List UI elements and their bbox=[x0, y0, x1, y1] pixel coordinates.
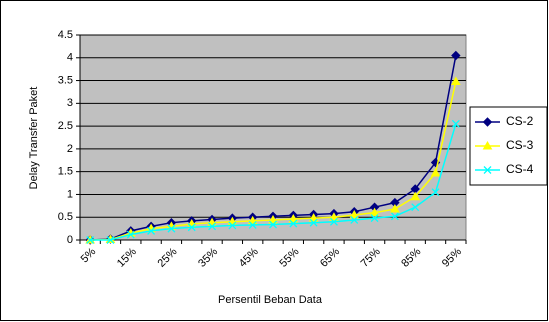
marker bbox=[350, 215, 359, 224]
marker bbox=[482, 140, 493, 150]
marker bbox=[269, 220, 277, 229]
legend-label: CS-3 bbox=[506, 138, 534, 152]
marker bbox=[430, 168, 441, 177]
legend-label: CS-4 bbox=[506, 162, 534, 176]
marker bbox=[248, 221, 257, 229]
y-tick-label: 4.5 bbox=[58, 29, 73, 41]
marker bbox=[482, 117, 493, 127]
marker bbox=[451, 50, 461, 61]
y-tick-label: 2.5 bbox=[58, 120, 73, 132]
marker bbox=[167, 224, 176, 233]
y-tick-label: 2 bbox=[67, 143, 73, 155]
marker bbox=[147, 226, 156, 235]
plot-area bbox=[79, 34, 467, 241]
marker bbox=[308, 213, 319, 222]
marker bbox=[309, 218, 318, 227]
marker bbox=[288, 214, 299, 223]
x-axis-label: Persentil Beban Data bbox=[218, 294, 323, 306]
marker bbox=[411, 203, 420, 212]
marker bbox=[483, 166, 492, 174]
y-axis-label: Delay Transfer Paket bbox=[28, 87, 40, 190]
marker bbox=[451, 119, 460, 128]
y-tick-label: 0.5 bbox=[58, 211, 73, 223]
marker bbox=[106, 236, 115, 244]
marker bbox=[349, 209, 360, 219]
y-tick-label: 1 bbox=[67, 188, 73, 200]
marker bbox=[289, 219, 298, 228]
y-tick-label: 0 bbox=[67, 234, 73, 246]
marker bbox=[370, 214, 379, 223]
marker bbox=[268, 214, 278, 224]
marker bbox=[86, 236, 95, 244]
marker bbox=[329, 212, 339, 221]
marker bbox=[410, 191, 421, 201]
marker bbox=[126, 230, 135, 239]
marker bbox=[450, 76, 461, 85]
marker bbox=[431, 188, 440, 197]
y-tick-label: 3 bbox=[67, 97, 73, 109]
marker bbox=[208, 222, 217, 231]
marker bbox=[390, 204, 400, 213]
marker bbox=[228, 221, 237, 230]
marker bbox=[187, 223, 196, 232]
y-tick-label: 3.5 bbox=[58, 74, 73, 86]
marker bbox=[390, 212, 399, 221]
marker bbox=[329, 217, 338, 226]
y-tick-label: 4 bbox=[67, 52, 73, 64]
y-tick-label: 1.5 bbox=[58, 166, 73, 178]
legend-label: CS-2 bbox=[506, 114, 534, 128]
marker bbox=[369, 207, 380, 217]
